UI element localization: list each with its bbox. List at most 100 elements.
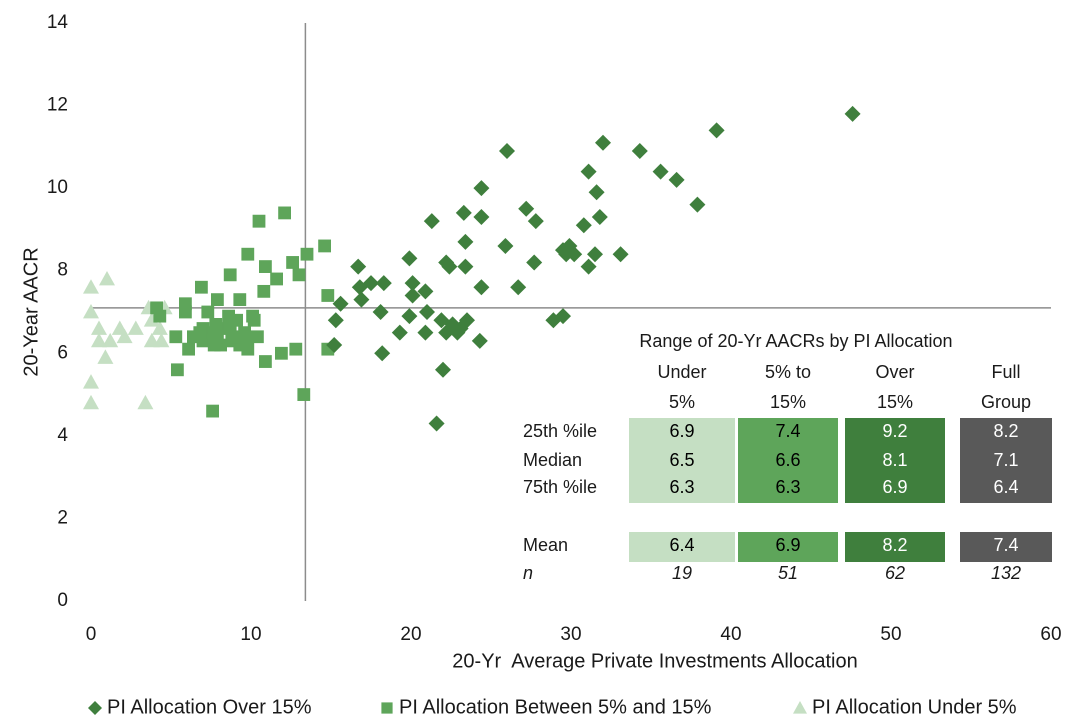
- point: [292, 268, 306, 282]
- point: [169, 330, 183, 344]
- point: [375, 275, 392, 292]
- point: [153, 309, 167, 323]
- point: [179, 297, 192, 311]
- table-row-label: n: [523, 563, 533, 583]
- point: [223, 317, 237, 331]
- point: [193, 326, 207, 340]
- x-tick-label: 0: [86, 624, 97, 645]
- table-cell-group: [960, 418, 1052, 503]
- point: [558, 246, 575, 263]
- point: [631, 142, 648, 159]
- table-row-label: 75th %ile: [523, 477, 597, 497]
- point: [668, 171, 685, 188]
- table-column-header: Full: [991, 362, 1020, 382]
- point: [374, 345, 391, 362]
- point: [332, 295, 349, 312]
- legend-label: PI Allocation Between 5% and 15%: [399, 696, 712, 718]
- table-column-header: 5%: [669, 392, 695, 412]
- point: [270, 272, 283, 286]
- point: [588, 184, 605, 201]
- table-value: 132: [991, 563, 1021, 583]
- y-tick-label: 0: [57, 590, 68, 611]
- point: [423, 213, 440, 230]
- y-tick-label: 8: [57, 260, 68, 281]
- table-cell-mean: [629, 532, 735, 562]
- table-column-header: Under: [657, 362, 706, 382]
- point: [286, 256, 299, 269]
- x-tick-label: 10: [240, 624, 261, 645]
- point: [259, 260, 272, 273]
- point: [404, 287, 421, 304]
- point: [497, 237, 514, 254]
- point: [438, 324, 455, 341]
- table-value: 7.4: [775, 421, 800, 441]
- table-value: 6.3: [669, 477, 694, 497]
- table-value: 6.6: [775, 450, 800, 470]
- y-tick-label: 12: [47, 95, 68, 116]
- point: [207, 338, 221, 352]
- point: [612, 246, 629, 263]
- table-value: 6.9: [882, 477, 907, 497]
- point: [206, 404, 219, 418]
- point: [401, 308, 418, 325]
- point: [587, 246, 603, 263]
- point: [473, 180, 490, 197]
- table-value: 8.2: [993, 421, 1018, 441]
- point: [300, 247, 314, 261]
- point: [391, 324, 408, 341]
- point: [289, 342, 303, 356]
- legend-label: PI Allocation Under 5%: [812, 696, 1017, 718]
- point: [580, 258, 597, 275]
- point: [417, 324, 434, 341]
- table-value: 6.9: [775, 535, 800, 555]
- table-value: 8.1: [882, 450, 907, 470]
- x-tick-label: 40: [720, 624, 741, 645]
- point: [127, 320, 144, 335]
- y-tick-label: 2: [57, 507, 68, 528]
- table-value: 62: [885, 563, 905, 583]
- point: [83, 304, 99, 319]
- y-tick-label: 4: [57, 425, 68, 446]
- point: [372, 304, 389, 320]
- point: [652, 163, 669, 180]
- table-value: 7.1: [993, 450, 1018, 470]
- point: [321, 289, 335, 302]
- point: [211, 293, 224, 307]
- table-column-header: 5% to: [765, 362, 811, 382]
- point: [278, 206, 291, 220]
- legend-label: PI Allocation Over 15%: [107, 696, 312, 718]
- point: [452, 320, 469, 337]
- table-value: 19: [672, 563, 692, 583]
- point: [143, 312, 160, 327]
- point: [209, 317, 223, 331]
- point: [518, 200, 535, 217]
- point: [401, 250, 418, 267]
- table-value: 6.5: [669, 450, 694, 470]
- point: [326, 337, 343, 354]
- point: [259, 355, 272, 368]
- point: [257, 284, 271, 298]
- table-row-label: Mean: [523, 535, 568, 555]
- point: [417, 283, 434, 300]
- table-cell-mean: [738, 532, 838, 562]
- y-tick-label: 6: [57, 342, 68, 363]
- point: [137, 394, 154, 410]
- table-value: 8.2: [882, 535, 907, 555]
- legend-marker: [793, 701, 807, 714]
- point: [252, 214, 266, 228]
- table-column-header: 15%: [877, 392, 913, 412]
- x-tick-label: 30: [560, 624, 581, 645]
- table-column-header: Over: [875, 362, 914, 382]
- point: [499, 142, 515, 159]
- point: [275, 346, 288, 360]
- point: [844, 105, 861, 122]
- table-value: 6.9: [669, 421, 694, 441]
- point: [428, 415, 445, 432]
- point: [201, 305, 215, 319]
- y-axis-title: 20-Year AACR: [20, 247, 42, 376]
- table-value: 51: [778, 563, 798, 583]
- point: [153, 332, 170, 348]
- table-value: 7.4: [993, 535, 1018, 555]
- point: [182, 342, 195, 356]
